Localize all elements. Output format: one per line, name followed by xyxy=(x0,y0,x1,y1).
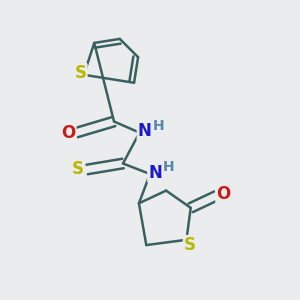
Text: S: S xyxy=(74,64,86,82)
Text: O: O xyxy=(217,185,231,203)
Text: S: S xyxy=(72,160,84,178)
Text: S: S xyxy=(184,236,196,254)
Text: N: N xyxy=(138,122,152,140)
Text: O: O xyxy=(61,124,75,142)
Text: H: H xyxy=(163,160,174,174)
Text: H: H xyxy=(152,119,164,133)
Text: N: N xyxy=(148,164,162,181)
